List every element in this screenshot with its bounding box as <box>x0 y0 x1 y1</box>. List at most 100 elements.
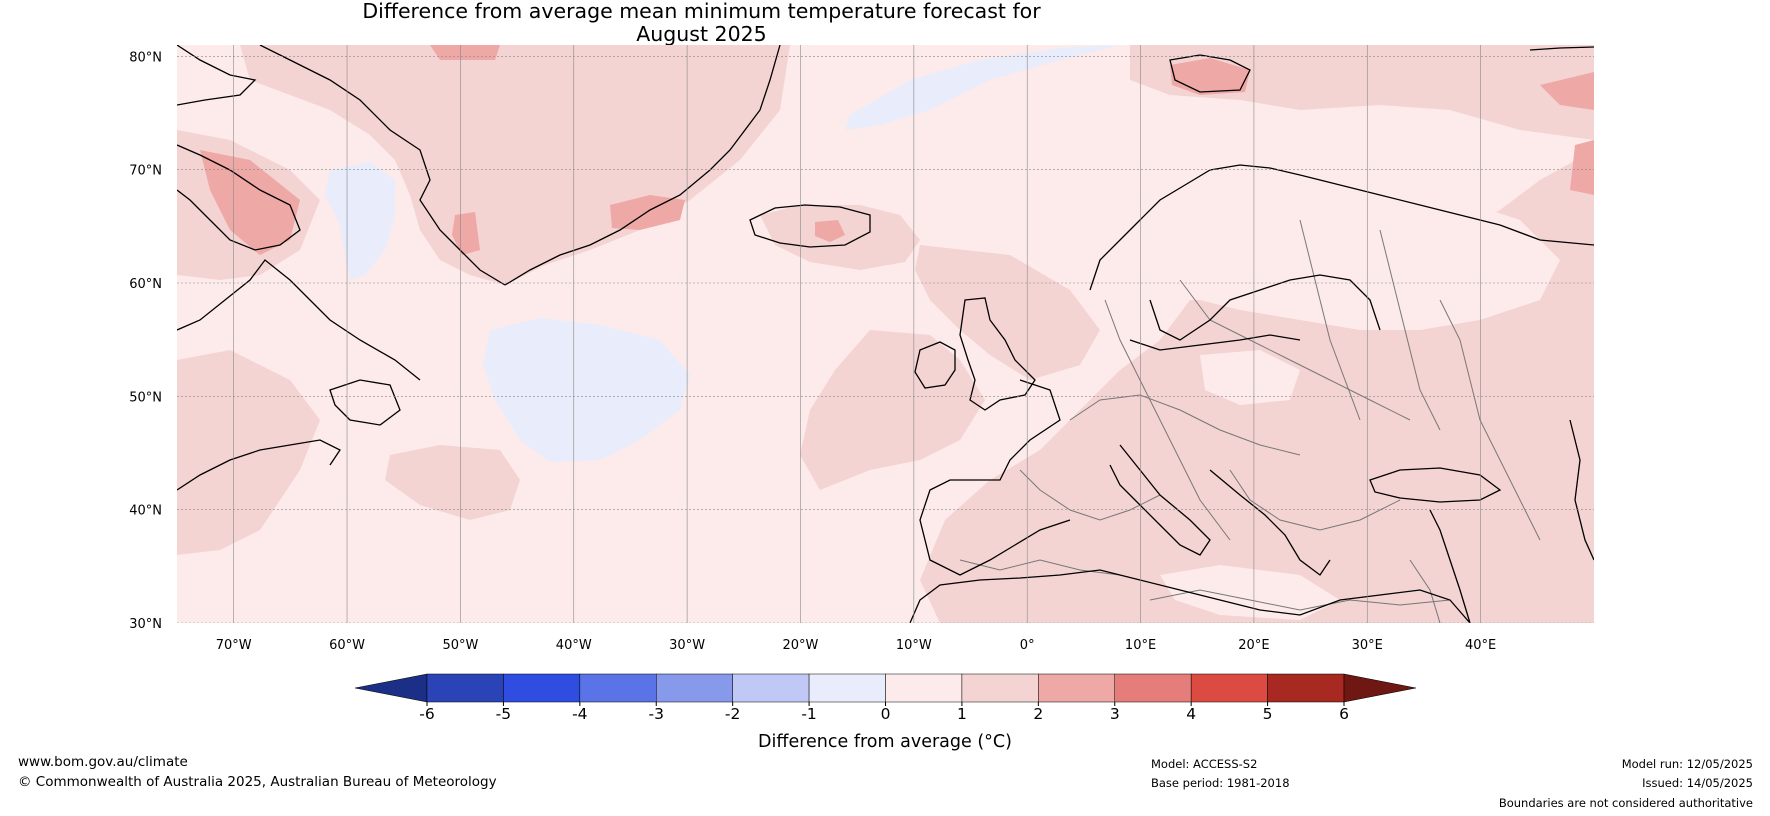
colorbar-title: Difference from average (°C) <box>758 732 1012 752</box>
footer-issued: Issued: 14/05/2025 <box>1642 776 1753 790</box>
coast-norway <box>1089 164 1594 291</box>
anomaly-region-svalbard <box>1130 45 1594 140</box>
colorbar-tick-label: 4 <box>1186 705 1196 723</box>
colorbar-tick-label: 0 <box>881 705 891 723</box>
longitude-label: 30°E <box>1352 638 1383 653</box>
colorbar-tick-label: 6 <box>1339 705 1349 723</box>
colorbar-extend-low <box>354 673 428 703</box>
coast-greenland-east <box>504 45 781 286</box>
colorbar-tick-label: 2 <box>1033 705 1043 723</box>
coast-baltic-south <box>1129 334 1301 351</box>
colorbar-segment <box>426 673 504 703</box>
colorbar-segment <box>1267 673 1345 703</box>
colorbar-segment <box>808 673 886 703</box>
colorbar-segment <box>1190 673 1268 703</box>
colorbar-segment <box>656 673 733 703</box>
latitude-label: 60°N <box>129 277 162 292</box>
latitude-label: 80°N <box>129 50 162 65</box>
colorbar <box>354 673 1417 703</box>
coast-labrador <box>177 259 421 381</box>
colorbar-segment <box>885 673 963 703</box>
longitude-labels: 70°W 60°W 50°W 40°W 30°W 20°W 10°W 0° 10°E 20°E 30… <box>216 638 1497 653</box>
longitude-label: 30°W <box>669 638 705 653</box>
longitude-label: 40°E <box>1465 638 1496 653</box>
colorbar-tick-label: 5 <box>1263 705 1273 723</box>
coast-canada-north <box>177 45 257 106</box>
coast-ireland <box>914 341 956 389</box>
colorbar-segment <box>579 673 657 703</box>
coast-greenland-west <box>259 45 506 286</box>
coast-west-europe <box>919 379 1071 576</box>
colorbar-tick-label: -5 <box>496 705 511 723</box>
anomaly-region-baffin <box>200 150 300 255</box>
colorbar-tick-label: -6 <box>419 705 434 723</box>
footer-disclaimer: Boundaries are not considered authoritat… <box>1498 796 1753 810</box>
coast-newfoundland <box>329 379 401 426</box>
coast-middle-east <box>1429 509 1471 623</box>
footer-model: Model: ACCESS-S2 <box>1151 757 1258 771</box>
title-line-1: Difference from average mean minimum tem… <box>362 0 1041 23</box>
longitude-label: 10°W <box>896 638 932 653</box>
title-line-2: August 2025 <box>636 22 767 46</box>
colorbar-tick-label: -4 <box>572 705 587 723</box>
map-area <box>177 45 1594 623</box>
coast-nova-scotia <box>177 439 341 491</box>
longitude-label: 60°W <box>329 638 365 653</box>
coast-great-britain <box>959 297 1036 411</box>
latitude-label: 30°N <box>129 617 162 632</box>
colorbar-tick-labels: -6 -5 -4 -3 -2 -1 0 1 2 3 4 5 6 <box>419 702 1349 723</box>
latitude-label: 50°N <box>129 390 162 405</box>
longitude-label: 50°W <box>442 638 478 653</box>
coast-balkans <box>1209 469 1331 576</box>
colorbar-tick-label: 1 <box>957 705 967 723</box>
colorbar-segment <box>1114 673 1192 703</box>
longitude-label: 40°W <box>556 638 592 653</box>
coast-svalbard <box>1169 54 1251 93</box>
anomaly-region-greenland-north <box>430 45 500 60</box>
footer-copyright: © Commonwealth of Australia 2025, Austra… <box>18 774 497 790</box>
anomaly-region-barents <box>1570 140 1594 195</box>
colorbar-tick-label: -2 <box>725 705 740 723</box>
colorbar-extend-high <box>1343 673 1417 703</box>
anomaly-region-atlantic <box>385 445 520 520</box>
coast-caspian <box>1569 419 1594 561</box>
anomaly-region-iceland <box>760 205 920 270</box>
colorbar-segment <box>1038 673 1116 703</box>
anomaly-region-iberia-atlantic <box>800 330 985 490</box>
colorbar-tick-label: -3 <box>649 705 664 723</box>
anomaly-region-svalbard-core <box>1170 58 1250 95</box>
colorbar-tick-label: -1 <box>801 705 816 723</box>
coast-north-africa <box>909 569 1471 623</box>
coast-black-sea <box>1369 467 1502 503</box>
anomaly-region-greenland-east <box>610 195 685 230</box>
coastlines <box>177 45 1594 623</box>
colorbar-segment <box>503 673 581 703</box>
anomaly-region-greenland-west <box>452 212 480 255</box>
coast-baffin-island <box>177 144 301 251</box>
anomaly-region-mediterranean <box>1160 565 1340 620</box>
longitude-label: 10°E <box>1125 638 1156 653</box>
anomaly-region-iceland-core <box>815 220 845 242</box>
longitude-label: 70°W <box>216 638 252 653</box>
footer-model-run: Model run: 12/05/2025 <box>1621 757 1753 771</box>
anomaly-region-north-atlantic <box>483 318 690 462</box>
coast-iceland <box>749 204 871 248</box>
colorbar-segment <box>961 673 1039 703</box>
coast-italy <box>1109 444 1211 556</box>
colorbar-tick-label: 3 <box>1110 705 1120 723</box>
latitude-labels: 80°N 70°N 60°N 50°N 40°N 30°N <box>129 50 162 632</box>
coast-novaya-zemlya <box>1529 46 1594 51</box>
anomaly-region-north-sea <box>915 245 1100 380</box>
anomaly-region-scandinavia <box>1090 150 1560 330</box>
footer-base-period: Base period: 1981-2018 <box>1151 776 1290 790</box>
coast-sweden-finland <box>1149 274 1381 341</box>
anomaly-region-labrador-sea <box>325 162 395 280</box>
graticule <box>177 45 1594 623</box>
colorbar-segment <box>732 673 810 703</box>
longitude-label: 0° <box>1020 638 1035 653</box>
anomaly-region-kara <box>1540 72 1594 110</box>
longitude-label: 20°W <box>783 638 819 653</box>
anomaly-region-greenland <box>240 45 790 285</box>
latitude-label: 70°N <box>129 164 162 179</box>
